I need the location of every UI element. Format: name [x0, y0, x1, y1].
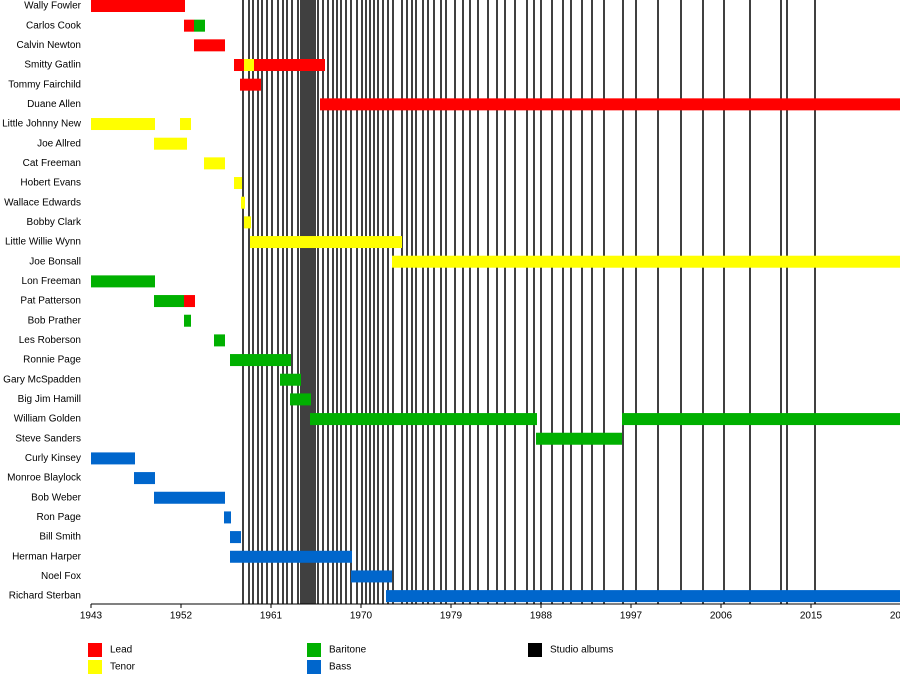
- member-bar: [154, 491, 225, 504]
- x-tick-label: 1970: [350, 611, 373, 622]
- member-label: Ronnie Page: [23, 355, 81, 366]
- legend-label: Bass: [329, 662, 351, 673]
- member-label: Calvin Newton: [17, 40, 81, 51]
- member-label: Pat Patterson: [20, 296, 81, 307]
- x-tick-label: 1961: [260, 611, 283, 622]
- x-tick-label: 1988: [530, 611, 553, 622]
- x-tick-label: 2024: [890, 611, 900, 622]
- member-bar: [184, 314, 191, 327]
- member-label: Carlos Cook: [26, 20, 82, 31]
- member-label: Les Roberson: [19, 335, 81, 346]
- member-bar: [536, 432, 622, 445]
- member-label: Bill Smith: [39, 532, 81, 543]
- member-bar: [244, 216, 251, 229]
- member-bar: [184, 295, 195, 308]
- member-bar: [622, 413, 900, 426]
- member-label: Steve Sanders: [15, 433, 81, 444]
- member-label: Curly Kinsey: [25, 453, 81, 464]
- member-bar: [224, 511, 231, 524]
- member-bar: [91, 118, 155, 131]
- legend-label: Lead: [110, 645, 132, 656]
- member-label: Wally Fowler: [24, 1, 82, 12]
- x-tick-label: 2006: [710, 611, 733, 622]
- legend-swatch: [307, 660, 321, 674]
- member-bar: [280, 373, 301, 386]
- x-tick-label: 1997: [620, 611, 643, 622]
- member-bar: [230, 354, 291, 367]
- member-label: Monroe Blaylock: [7, 473, 82, 484]
- member-label: Tommy Fairchild: [8, 79, 81, 90]
- member-label: Little Johnny New: [2, 119, 82, 130]
- legend-swatch: [88, 643, 102, 657]
- member-label: Big Jim Hamill: [18, 394, 81, 405]
- member-label: Smitty Gatlin: [24, 60, 81, 71]
- member-label: William Golden: [14, 414, 81, 425]
- member-bar: [254, 59, 325, 72]
- legend-label: Baritone: [329, 645, 367, 656]
- member-bar: [234, 59, 244, 72]
- member-bar: [134, 472, 155, 485]
- member-bar: [230, 550, 352, 563]
- member-bar: [392, 255, 900, 268]
- member-label: Joe Allred: [37, 138, 81, 149]
- member-bar: [214, 334, 225, 347]
- member-label: Herman Harper: [12, 551, 82, 562]
- member-bar: [320, 98, 900, 111]
- member-bar: [241, 196, 245, 209]
- x-tick-label: 1952: [170, 611, 193, 622]
- member-bar: [244, 59, 254, 72]
- member-label: Gary McSpadden: [3, 374, 81, 385]
- member-bar: [91, 452, 135, 465]
- legend-swatch: [307, 643, 321, 657]
- member-bar: [240, 78, 261, 91]
- member-bar: [230, 531, 241, 544]
- member-bar: [250, 236, 402, 249]
- member-bar: [180, 118, 191, 131]
- member-bar: [234, 177, 242, 190]
- member-label: Bob Prather: [28, 315, 82, 326]
- member-bar: [194, 39, 225, 52]
- member-bar: [194, 19, 205, 32]
- member-bar: [154, 137, 187, 150]
- member-label: Lon Freeman: [22, 276, 81, 287]
- member-label: Richard Sterban: [9, 591, 81, 602]
- member-label: Bobby Clark: [27, 217, 82, 228]
- member-bar: [386, 590, 900, 603]
- member-bar: [91, 0, 185, 12]
- member-bar: [91, 275, 155, 288]
- member-label: Cat Freeman: [23, 158, 81, 169]
- legend-label: Tenor: [110, 662, 136, 673]
- member-bar: [310, 413, 537, 426]
- member-label: Bob Weber: [31, 492, 82, 503]
- legend-swatch: [528, 643, 542, 657]
- legend-swatch: [88, 660, 102, 674]
- member-bar: [154, 295, 184, 308]
- member-label: Little Willie Wynn: [5, 237, 81, 248]
- member-bar: [290, 393, 311, 406]
- member-bar: [204, 157, 225, 170]
- member-label: Ron Page: [37, 512, 82, 523]
- legend-label: Studio albums: [550, 645, 613, 656]
- x-tick-label: 1979: [440, 611, 463, 622]
- member-label: Noel Fox: [41, 571, 81, 582]
- x-tick-label: 1943: [80, 611, 103, 622]
- member-label: Hobert Evans: [20, 178, 81, 189]
- member-label: Duane Allen: [27, 99, 81, 110]
- member-label: Wallace Edwards: [4, 197, 81, 208]
- member-bar: [351, 570, 392, 583]
- member-label: Joe Bonsall: [29, 256, 81, 267]
- x-tick-label: 2015: [800, 611, 823, 622]
- member-bar: [184, 19, 194, 32]
